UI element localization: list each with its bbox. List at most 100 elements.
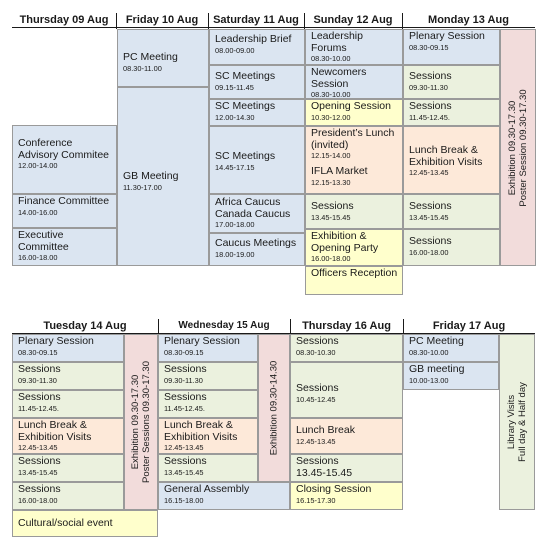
event-time: 16.00-18.00: [18, 253, 58, 262]
event-title: Lunch Break & Exhibition Visits: [18, 419, 92, 443]
event-gb-meeting-friday[interactable]: GB meeting 10.00-13.00: [403, 362, 499, 390]
event-lunch-break-monday[interactable]: Lunch Break & Exhibition Visits 12.45-13…: [403, 126, 500, 194]
event-sessions-monday-3[interactable]: Sessions 13.45-15.45: [403, 194, 500, 229]
event-exhibition-wednesday[interactable]: Exhibition 09.30-14.30: [258, 334, 290, 482]
event-title: Sessions: [164, 391, 207, 403]
event-title: Sessions: [409, 200, 452, 212]
event-sessions-tuesday-2[interactable]: Sessions 11.45-12.45.: [12, 390, 124, 418]
vertical-label-line: Poster Session 09.30-17.30: [518, 88, 529, 207]
event-cultural-social[interactable]: Cultural/social event: [12, 510, 158, 537]
event-title: Cultural/social event: [18, 517, 113, 529]
header-monday-13: Monday 13 Aug: [402, 13, 535, 28]
event-title: Officers Reception: [311, 267, 398, 279]
event-time: 10.45-12.45: [296, 394, 336, 404]
event-time: 11.30-17.00: [123, 182, 162, 192]
event-sessions-tuesday-1[interactable]: Sessions 09.30-11.30: [12, 362, 124, 390]
event-finance-committee[interactable]: Finance Committee 14.00-16.00: [12, 194, 117, 228]
vertical-label-line: Full day & Half day: [517, 382, 528, 462]
header-sunday-12: Sunday 12 Aug: [304, 13, 402, 28]
event-title: Sessions: [18, 483, 61, 495]
event-sessions-sunday[interactable]: Sessions 13.45-15.45: [305, 194, 403, 229]
event-title: Lunch Break & Exhibition Visits: [164, 419, 238, 443]
event-time: 12.45-13.45: [164, 443, 204, 452]
event-title: Opening Session: [311, 100, 391, 112]
event-sessions-thursday-2[interactable]: Sessions 10.45-12.45: [290, 362, 403, 418]
event-title: Sessions: [164, 363, 207, 375]
event-sc-meetings-3[interactable]: SC Meetings 14.45-17.15: [209, 126, 305, 194]
event-plenary-session-tuesday[interactable]: Plenary Session 08.30-09.15: [12, 334, 124, 362]
event-plenary-session-wednesday[interactable]: Plenary Session 08.30-09.15: [158, 334, 258, 362]
event-pc-meeting-friday[interactable]: PC Meeting 08.30-10.00: [403, 334, 499, 362]
event-library-visits[interactable]: Library Visits Full day & Half day: [499, 334, 535, 510]
event-time: 08.30-09.15: [18, 347, 58, 357]
event-lunch-break-tuesday[interactable]: Lunch Break & Exhibition Visits 12.45-13…: [12, 418, 124, 454]
event-leadership-brief[interactable]: Leadership Brief 08.00-09.00: [209, 29, 305, 65]
event-lunch-break-wednesday[interactable]: Lunch Break & Exhibition Visits 12.45-13…: [158, 418, 258, 454]
event-time: 10.00-13.00: [409, 375, 449, 385]
event-sc-meetings-1[interactable]: SC Meetings 09.15-11.45: [209, 65, 305, 99]
event-time: 08.30-11.00: [123, 63, 162, 73]
event-executive-committee[interactable]: Executive Committee 16.00-18.00: [12, 228, 117, 266]
event-caucus-meetings[interactable]: Caucus Meetings 18.00-19.00: [209, 233, 305, 266]
event-sessions-tuesday-3[interactable]: Sessions 13.45-15.45: [12, 454, 124, 482]
header-wednesday-15: Wednesday 15 Aug: [158, 319, 290, 334]
event-closing-session[interactable]: Closing Session 16.15-17.30: [290, 482, 403, 510]
event-leadership-forums[interactable]: Leadership Forums 08.30-10.00: [305, 29, 403, 65]
vertical-label-line: Exhibition 09.30-17.30: [507, 100, 518, 195]
header-thursday-09: Thursday 09 Aug: [12, 13, 116, 28]
event-time: 11.45-12.45.: [18, 403, 59, 413]
event-plenary-session-monday[interactable]: Plenary Session 08.30-09.15: [403, 29, 500, 65]
event-sessions-thursday-1[interactable]: Sessions 08.30-10.30: [290, 334, 403, 362]
event-gb-meeting[interactable]: GB Meeting 11.30-17.00: [117, 87, 209, 266]
event-sessions-monday-1[interactable]: Sessions 09.30-11.30: [403, 65, 500, 99]
event-lunch-break-thursday[interactable]: Lunch Break 12.45-13.45: [290, 418, 403, 454]
event-opening-session[interactable]: Opening Session 10.30-12.00: [305, 99, 403, 126]
event-general-assembly[interactable]: General Assembly 16.15-18.00: [158, 482, 290, 510]
event-title: Africa Caucus Canada Caucus: [215, 196, 291, 220]
event-time: 12.15-14.00: [311, 151, 351, 160]
event-title: Sessions: [296, 382, 339, 394]
event-time: 11.45-12.45.: [164, 403, 205, 413]
event-sessions-monday-4[interactable]: Sessions 16.00-18.00: [403, 229, 500, 266]
column-divider: [116, 13, 117, 29]
event-title: Plenary Session: [409, 30, 485, 42]
event-exhibition-opening-party[interactable]: Exhibition & Opening Party 16.00-18.00: [305, 229, 403, 266]
event-title: Sessions: [164, 455, 207, 467]
event-title: Finance Committee: [18, 195, 110, 207]
event-time: 12.45-13.45: [409, 168, 449, 177]
event-time: 18.00-19.00: [215, 249, 255, 259]
header-thursday-16: Thursday 16 Aug: [290, 319, 403, 334]
event-presidents-lunch[interactable]: President’s Lunch (invited) 12.15-14.00 …: [305, 126, 403, 194]
event-title: GB meeting: [409, 363, 465, 375]
event-exhibition-poster-tuesday[interactable]: Exhibition 09.30-17.30 Poster Sessions 0…: [124, 334, 158, 510]
event-sessions-monday-2[interactable]: Sessions 11.45-12.45.: [403, 99, 500, 126]
event-title: Sessions: [409, 100, 452, 112]
event-exhibition-poster-monday[interactable]: Exhibition 09.30-17.30 Poster Session 09…: [500, 29, 536, 266]
event-time: 16.00-18.00: [409, 247, 449, 257]
event-africa-canada-caucus[interactable]: Africa Caucus Canada Caucus 17.00-18.00: [209, 194, 305, 233]
vertical-label: Library Visits Full day & Half day: [506, 382, 528, 462]
event-sessions-thursday-3[interactable]: Sessions 13.45-15.45: [290, 454, 403, 482]
event-time: 11.45-12.45.: [409, 112, 450, 122]
event-title: Closing Session: [296, 483, 372, 495]
event-title: SC Meetings: [215, 100, 276, 112]
event-sessions-wednesday-3[interactable]: Sessions 13.45-15.45: [158, 454, 258, 482]
event-sessions-wednesday-1[interactable]: Sessions 09.30-11.30: [158, 362, 258, 390]
event-sc-meetings-2[interactable]: SC Meetings 12.00-14.30: [209, 99, 305, 126]
header-saturday-11: Saturday 11 Aug: [208, 13, 304, 28]
event-title: Sessions: [18, 455, 61, 467]
event-title: Leadership Brief: [215, 33, 292, 45]
event-sessions-wednesday-2[interactable]: Sessions 11.45-12.45.: [158, 390, 258, 418]
event-conference-advisory[interactable]: Conference Advisory Commitee 12.00-14.00: [12, 125, 117, 194]
vertical-label: Exhibition 09.30-17.30 Poster Session 09…: [507, 89, 529, 206]
event-officers-reception[interactable]: Officers Reception: [305, 266, 403, 295]
event-title: Sessions: [18, 391, 61, 403]
event-time: 14.00-16.00: [18, 207, 58, 217]
event-sessions-tuesday-4[interactable]: Sessions 16.00-18.00: [12, 482, 124, 510]
event-time: 17.00-18.00: [215, 220, 255, 229]
event-time: 16.00-18.00: [311, 254, 351, 263]
event-title: Exhibition & Opening Party: [311, 230, 379, 254]
event-time: 09.30-11.30: [164, 375, 203, 385]
event-newcomers-session[interactable]: Newcomers Session 08.30-10.00: [305, 65, 403, 99]
event-pc-meeting[interactable]: PC Meeting 08.30-11.00: [117, 29, 209, 87]
